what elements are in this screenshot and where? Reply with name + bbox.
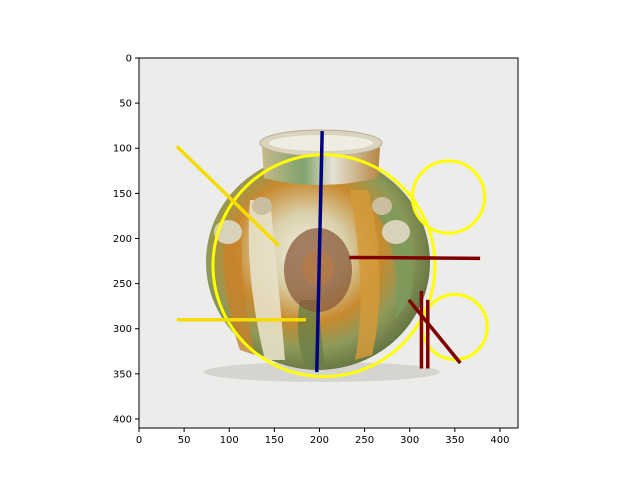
glaze-drip (350, 190, 380, 360)
y-tick-label: 250 (113, 279, 132, 290)
y-tick-label: 350 (113, 369, 132, 380)
x-tick-label: 200 (310, 435, 329, 446)
y-axis: 0 50 100 150 200 250 300 350 400 (113, 54, 139, 425)
jar-lug (372, 197, 392, 215)
x-axis: 0 50 100 150 200 250 300 350 400 (136, 428, 509, 446)
x-tick-label: 50 (178, 435, 191, 446)
x-tick-label: 400 (490, 435, 509, 446)
annotation-line (407, 298, 462, 365)
x-tick-label: 100 (220, 435, 239, 446)
x-tick-label: 0 (136, 435, 142, 446)
axes-frame (138, 57, 519, 429)
glaze-drip (223, 225, 255, 355)
jar-photograph (139, 58, 518, 428)
jar-lug (252, 197, 272, 215)
jar-shadow (204, 362, 440, 382)
y-tick-label: 0 (126, 54, 132, 65)
annotation-overlays (175, 131, 489, 379)
x-tick-label: 350 (445, 435, 464, 446)
y-tick-label: 150 (113, 189, 132, 200)
annotation-line (315, 131, 324, 373)
x-tick-label: 250 (355, 435, 374, 446)
annotation-line (175, 145, 281, 247)
annotation-line (349, 255, 481, 261)
y-tick-label: 300 (113, 324, 132, 335)
y-tick-label: 100 (113, 144, 132, 155)
y-tick-label: 200 (113, 234, 132, 245)
y-tick-label: 400 (113, 414, 132, 425)
annotation-circle (410, 159, 487, 235)
jar-lug-right (382, 220, 410, 244)
annotation-circle (211, 153, 437, 379)
x-tick-label: 150 (265, 435, 284, 446)
x-tick-label: 300 (400, 435, 419, 446)
y-tick-label: 50 (119, 99, 132, 110)
